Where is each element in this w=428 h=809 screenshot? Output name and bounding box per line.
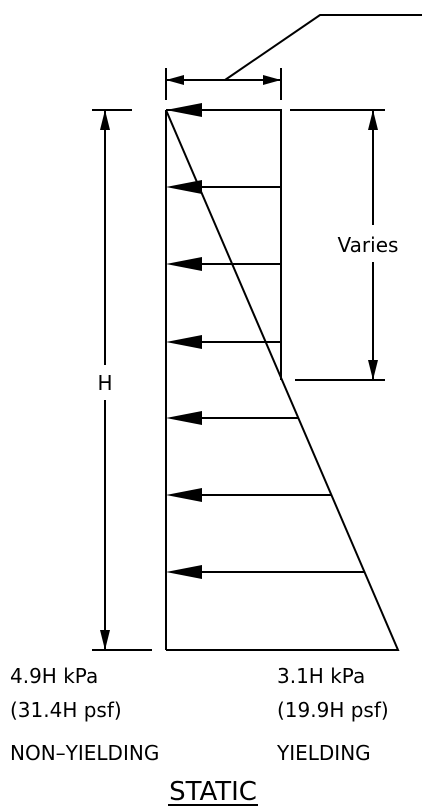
non-yielding-label: NON–YIELDING: [10, 741, 159, 765]
height-dimension: H: [92, 109, 152, 651]
arrow-head: [166, 488, 202, 502]
arrow-head: [166, 257, 202, 271]
arrow-head: [166, 180, 202, 194]
arrow-head: [166, 565, 202, 579]
yielding-si: 3.1H kPa: [277, 664, 365, 688]
non-yielding-si: 4.9H kPa: [10, 664, 98, 688]
arrow-head: [166, 411, 202, 425]
non-yielding-us: (31.4H psf): [10, 698, 122, 722]
varies-label: Varies: [338, 233, 399, 257]
pressure-diagram: [165, 103, 400, 651]
top-dimension: [165, 14, 422, 100]
varies-dimension: Varies: [290, 109, 399, 381]
arrow-head: [166, 335, 202, 349]
pressure-arrows: [166, 103, 365, 579]
yielding-label: YIELDING: [276, 741, 371, 765]
arrow-head: [166, 103, 202, 117]
title: STATIC: [169, 777, 257, 807]
height-label: H: [97, 371, 112, 395]
yielding-us: (19.9H psf): [277, 698, 389, 722]
non-yielding-triangle: [165, 109, 400, 651]
